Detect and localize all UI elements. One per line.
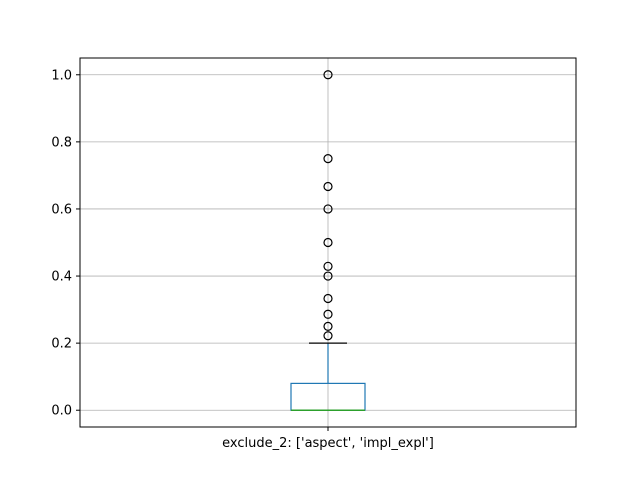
y-tick-label: 0.6 <box>51 202 72 217</box>
y-tick-label: 0.8 <box>51 135 72 150</box>
outlier-point <box>323 204 333 214</box>
outlier-point <box>323 321 333 331</box>
y-tick-label: 0.2 <box>51 337 72 352</box>
outlier-point <box>323 70 333 80</box>
outlier-point <box>323 181 333 192</box>
y-tick-label: 0.0 <box>51 404 72 419</box>
y-tick-label: 1.0 <box>51 68 72 83</box>
x-category-label: exclude_2: ['aspect', 'impl_expl'] <box>222 436 434 451</box>
outlier-point <box>323 237 333 248</box>
outlier-point <box>323 261 333 271</box>
outlier-point <box>323 271 333 281</box>
y-axis: 0.0 0.2 0.4 0.6 0.8 1.0 <box>51 68 80 419</box>
outlier-point <box>323 309 333 319</box>
outlier-point <box>323 331 333 341</box>
y-tick-label: 0.4 <box>51 270 72 285</box>
box-series <box>290 70 366 411</box>
outlier-point <box>323 293 333 304</box>
outlier-point <box>323 154 333 164</box>
x-axis: exclude_2: ['aspect', 'impl_expl'] <box>222 427 434 451</box>
